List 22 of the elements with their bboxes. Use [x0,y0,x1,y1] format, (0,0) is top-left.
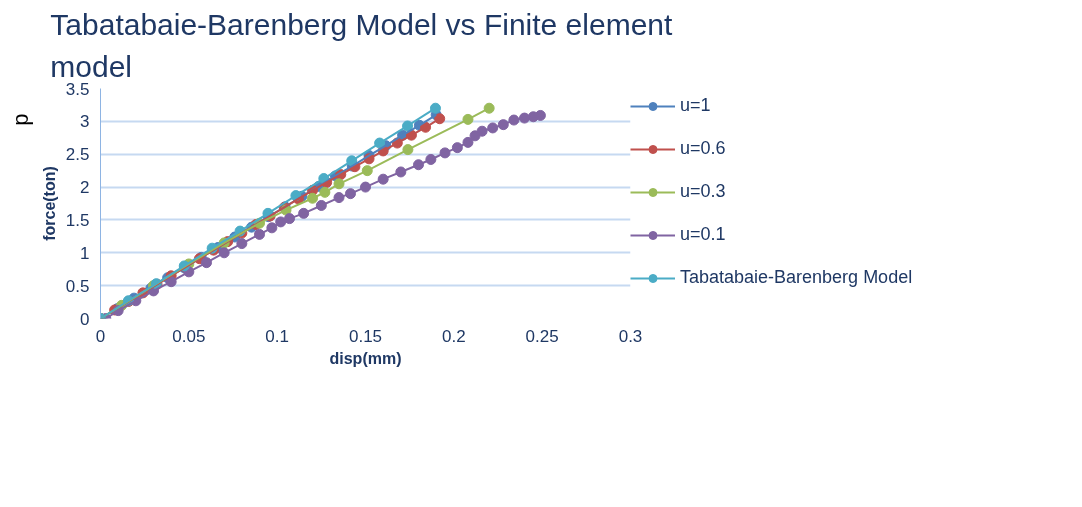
y-tick-label: 2.5 [65,145,90,165]
y-tick-label: 3 [80,112,90,132]
text: p [7,113,33,126]
x-tick-label: 0.05 [172,326,206,346]
x-tick-label: 0.3 [618,326,643,346]
legend-label: u=0.1 [680,224,726,245]
y-tick-label: 1 [80,243,90,263]
legend-label: u=1 [680,95,711,116]
x-tick-label: 0.25 [525,326,559,346]
x-axis-title: disp(mm) [329,349,402,367]
legend-label: Tabatabaie-Barenberg Model [680,267,913,288]
x-tick-label: 0.15 [348,326,383,346]
y-tick-label: 0 [80,309,90,329]
x-tick-label: 0.1 [265,326,289,346]
y-axis-title: force(ton) [40,166,58,241]
y-tick-label: 2 [80,178,90,198]
x-tick-label: 0 [95,326,106,346]
legend-label: u=0.3 [680,181,726,202]
x-tick-label: 0.2 [442,326,466,346]
y-tick-label: 1.5 [65,210,90,230]
y-tick-label: 0.5 [65,276,90,296]
legend-label: u=0.6 [680,138,726,159]
